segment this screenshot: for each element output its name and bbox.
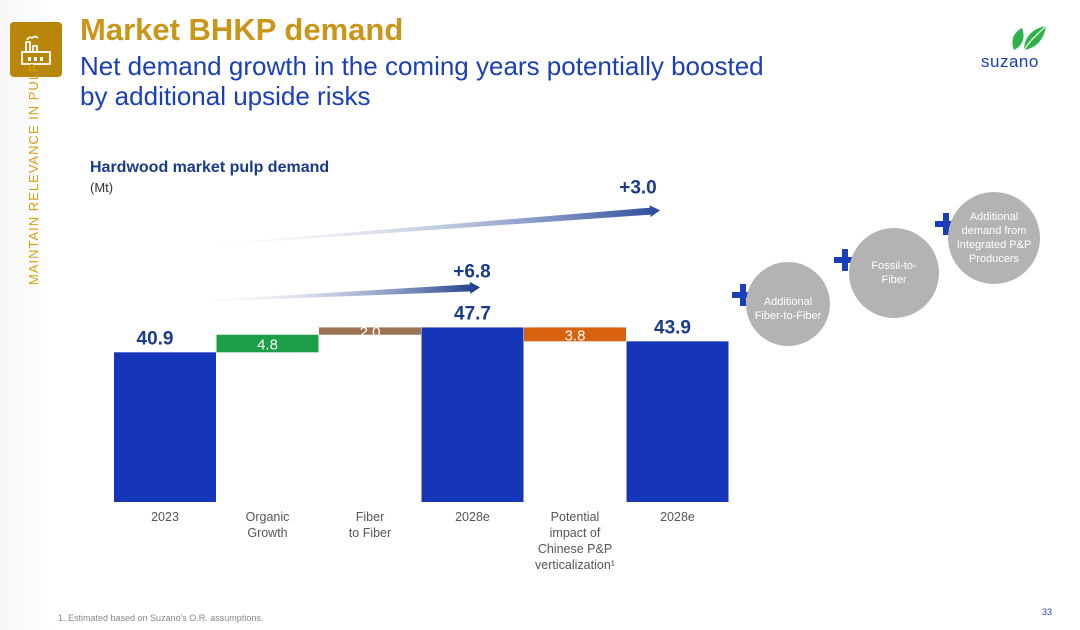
upside-label: Additional demand from Integrated P&P Pr… (956, 211, 1032, 265)
bar-1 (216, 334, 319, 353)
section-icon-box (10, 22, 62, 77)
category-label-2: Fiber to Fiber (348, 510, 392, 540)
value-label-2: 2.0 (360, 324, 381, 341)
page-number: 33 (1042, 607, 1053, 617)
upside-circle-fossil-to-fiber: Fossil-to-Fiber (849, 228, 939, 318)
side-panel (0, 0, 52, 630)
footnote: 1. Estimated based on Suzano's O.R. assu… (58, 613, 264, 623)
bar-5 (626, 341, 729, 502)
plus-icon (732, 284, 754, 306)
chart-title: Hardwood market pulp demand (90, 159, 330, 176)
growth-label-1: +3.0 (619, 177, 657, 198)
upside-circle-fiber-to-fiber: Additional Fiber-to-Fiber (746, 262, 830, 346)
plus-icon (935, 213, 957, 235)
value-label-5: 43.9 (654, 317, 691, 338)
value-label-3: 47.7 (454, 303, 491, 324)
value-label-1: 4.8 (257, 337, 278, 354)
growth-arrow-0 (175, 281, 481, 303)
value-label-4: 3.8 (565, 327, 586, 344)
category-label-5: 2028e (660, 510, 695, 524)
factory-icon (21, 35, 51, 65)
growth-label-0: +6.8 (453, 261, 491, 282)
upside-circle-integrated-pp: Additional demand from Integrated P&P Pr… (948, 192, 1040, 284)
plus-icon (834, 249, 856, 271)
bar-3 (421, 327, 524, 502)
category-label-4: Potential impact of Chinese P&P verticaliza… (535, 510, 615, 572)
category-label-1: Organic Growth (245, 510, 290, 540)
page-subtitle: Net demand growth in the coming years po… (80, 51, 764, 111)
bar-0 (114, 352, 216, 502)
upside-label: Fossil-to-Fiber (871, 260, 917, 286)
value-label-0: 40.9 (137, 328, 174, 349)
growth-arrow-1 (175, 205, 660, 248)
upside-label: Additional Fiber-to-Fiber (754, 296, 822, 322)
category-label-3: 2028e (455, 510, 490, 524)
bar-2 (319, 327, 421, 335)
suzano-leaf-icon (1012, 25, 1047, 51)
page-title: Market BHKP demand (80, 12, 404, 47)
chart-unit: (Mt) (90, 180, 114, 195)
bar-4 (524, 327, 626, 342)
category-label-0: 2023 (151, 510, 179, 524)
brand-logo-text: suzano (981, 52, 1039, 71)
